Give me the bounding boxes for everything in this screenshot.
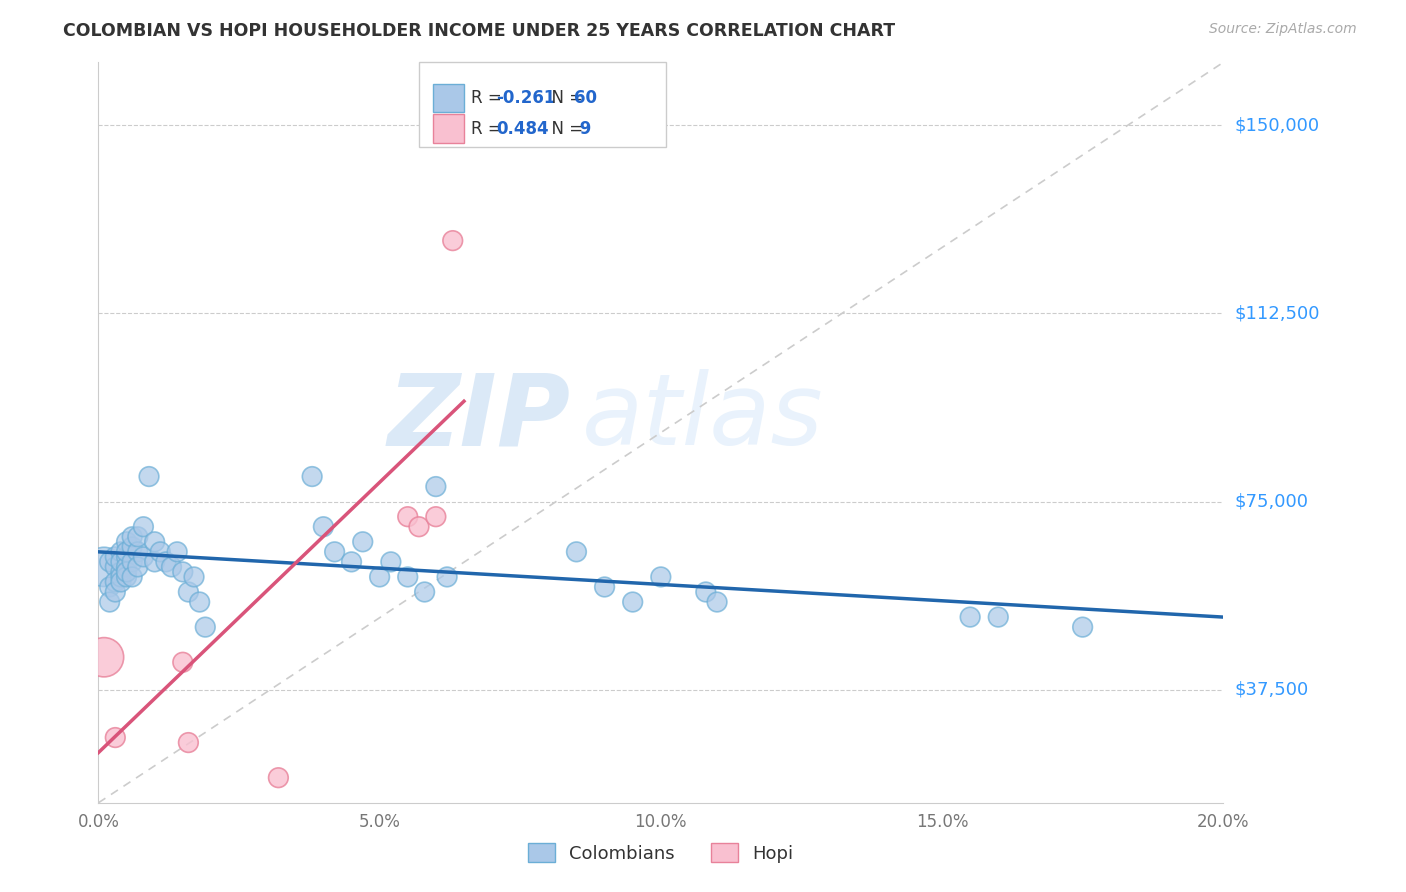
Point <box>104 560 127 574</box>
Point <box>121 540 143 554</box>
Text: $37,500: $37,500 <box>1234 681 1309 698</box>
Point <box>959 610 981 624</box>
Text: R =: R = <box>471 120 508 137</box>
Point <box>132 520 155 534</box>
Point <box>115 545 138 559</box>
Point <box>650 570 672 584</box>
Text: Source: ZipAtlas.com: Source: ZipAtlas.com <box>1209 22 1357 37</box>
Point <box>115 560 138 574</box>
Point <box>160 560 183 574</box>
Text: N =: N = <box>541 120 589 137</box>
Point <box>143 555 166 569</box>
Point <box>565 545 588 559</box>
Point <box>155 555 177 569</box>
Text: $150,000: $150,000 <box>1234 116 1319 134</box>
Point <box>115 570 138 584</box>
Point <box>323 545 346 559</box>
Point <box>127 530 149 544</box>
Point <box>127 545 149 559</box>
Point <box>121 555 143 569</box>
Point <box>380 555 402 569</box>
Point <box>104 574 127 589</box>
Point <box>706 595 728 609</box>
Point <box>172 565 194 579</box>
Point <box>1071 620 1094 634</box>
Point <box>138 469 160 483</box>
Text: $75,000: $75,000 <box>1234 492 1309 510</box>
Point <box>121 570 143 584</box>
Point <box>98 580 121 594</box>
Point <box>143 534 166 549</box>
Point <box>987 610 1010 624</box>
Text: $112,500: $112,500 <box>1234 304 1320 322</box>
Point <box>425 479 447 493</box>
Point <box>352 534 374 549</box>
Text: ZIP: ZIP <box>388 369 571 467</box>
Point <box>194 620 217 634</box>
Point <box>340 555 363 569</box>
Point <box>93 650 115 665</box>
Point <box>104 549 127 564</box>
Point <box>98 595 121 609</box>
Point <box>183 570 205 584</box>
Point <box>441 234 464 248</box>
Text: 60: 60 <box>574 89 596 107</box>
Point <box>188 595 211 609</box>
Point <box>413 585 436 599</box>
Point <box>408 520 430 534</box>
Point <box>149 545 172 559</box>
Point <box>110 570 132 584</box>
Point <box>621 595 644 609</box>
Point <box>132 549 155 564</box>
Point <box>104 585 127 599</box>
Point <box>396 570 419 584</box>
Point <box>301 469 323 483</box>
Point <box>172 655 194 669</box>
Point <box>695 585 717 599</box>
Point <box>115 549 138 564</box>
Point <box>110 565 132 579</box>
Point <box>110 574 132 589</box>
Text: atlas: atlas <box>582 369 824 467</box>
Point <box>368 570 391 584</box>
Point <box>98 555 121 569</box>
Point <box>127 560 149 574</box>
Point <box>396 509 419 524</box>
Legend: Colombians, Hopi: Colombians, Hopi <box>515 830 807 875</box>
Point <box>115 534 138 549</box>
Point <box>436 570 458 584</box>
Text: 0.484: 0.484 <box>496 120 548 137</box>
Text: R =: R = <box>471 89 508 107</box>
Point <box>93 560 115 574</box>
Text: 9: 9 <box>574 120 591 137</box>
Text: COLOMBIAN VS HOPI HOUSEHOLDER INCOME UNDER 25 YEARS CORRELATION CHART: COLOMBIAN VS HOPI HOUSEHOLDER INCOME UND… <box>63 22 896 40</box>
Point <box>177 585 200 599</box>
Text: N =: N = <box>541 89 589 107</box>
Point <box>110 555 132 569</box>
Point <box>115 565 138 579</box>
Point <box>267 771 290 785</box>
Point <box>121 530 143 544</box>
Point <box>177 735 200 749</box>
Point <box>110 545 132 559</box>
Point <box>104 731 127 745</box>
Point <box>593 580 616 594</box>
Point <box>312 520 335 534</box>
Point <box>166 545 188 559</box>
Text: -0.261: -0.261 <box>496 89 555 107</box>
Point <box>425 509 447 524</box>
